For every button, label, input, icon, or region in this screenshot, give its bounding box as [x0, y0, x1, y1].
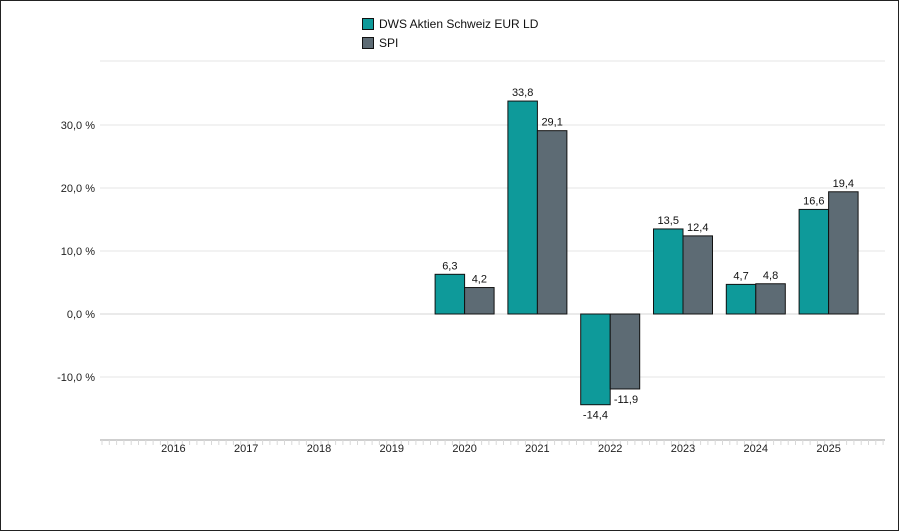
- legend-swatch-spi: [362, 36, 374, 49]
- legend-item-spi[interactable]: SPI: [362, 33, 538, 52]
- data-label: -11,9: [614, 394, 638, 406]
- data-label: 12,4: [687, 222, 708, 234]
- data-label: -14,4: [583, 410, 608, 422]
- bar-dws-2023: [653, 228, 684, 315]
- x-tick-label: 2016: [161, 443, 185, 455]
- y-tick-label: 30,0 %: [61, 120, 95, 132]
- x-tick-label: 2025: [816, 443, 840, 455]
- bar-dws-2024: [725, 283, 757, 315]
- x-tick-label: 2018: [307, 443, 331, 455]
- data-label: 4,8: [763, 270, 778, 282]
- bar-dws-2020: [434, 273, 466, 315]
- data-label: 13,5: [658, 215, 679, 227]
- data-label: 16,6: [803, 195, 824, 207]
- bar-spi-2022: [609, 313, 641, 390]
- legend-label-dws: DWS Aktien Schweiz EUR LD: [379, 16, 539, 31]
- x-tick-label: 2021: [525, 443, 549, 455]
- legend-item-dws[interactable]: DWS Aktien Schweiz EUR LD: [362, 14, 538, 33]
- x-tick-label: 2024: [744, 443, 768, 455]
- x-tick-label: 2023: [671, 443, 695, 455]
- y-tick-label: -10,0 %: [57, 372, 95, 384]
- bar-spi-2020: [464, 287, 495, 315]
- x-tick-label: 2017: [234, 443, 258, 455]
- data-label: 4,2: [472, 274, 487, 286]
- bar-dws-2021: [507, 100, 538, 315]
- data-label: 6,3: [442, 260, 457, 272]
- y-tick-label: 10,0 %: [61, 246, 95, 258]
- chart-legend: DWS Aktien Schweiz EUR LD SPI: [362, 14, 538, 52]
- y-tick-label: 20,0 %: [61, 183, 95, 195]
- bar-dws-2022: [580, 313, 611, 406]
- bar-spi-2025: [828, 191, 859, 315]
- x-tick-label: 2020: [452, 443, 476, 455]
- x-tick-label: 2019: [380, 443, 404, 455]
- legend-label-spi: SPI: [379, 35, 399, 50]
- data-label: 33,8: [512, 87, 533, 99]
- bar-dws-2025: [798, 208, 830, 315]
- data-label: 29,1: [541, 117, 562, 129]
- bar-spi-2024: [755, 283, 786, 315]
- data-label: 19,4: [833, 178, 854, 190]
- y-tick-label: 0,0 %: [67, 309, 95, 321]
- x-tick-label: 2022: [598, 443, 622, 455]
- bar-spi-2023: [682, 235, 713, 315]
- legend-swatch-dws: [362, 17, 374, 30]
- data-label: 4,7: [733, 270, 748, 282]
- bar-spi-2021: [536, 130, 568, 315]
